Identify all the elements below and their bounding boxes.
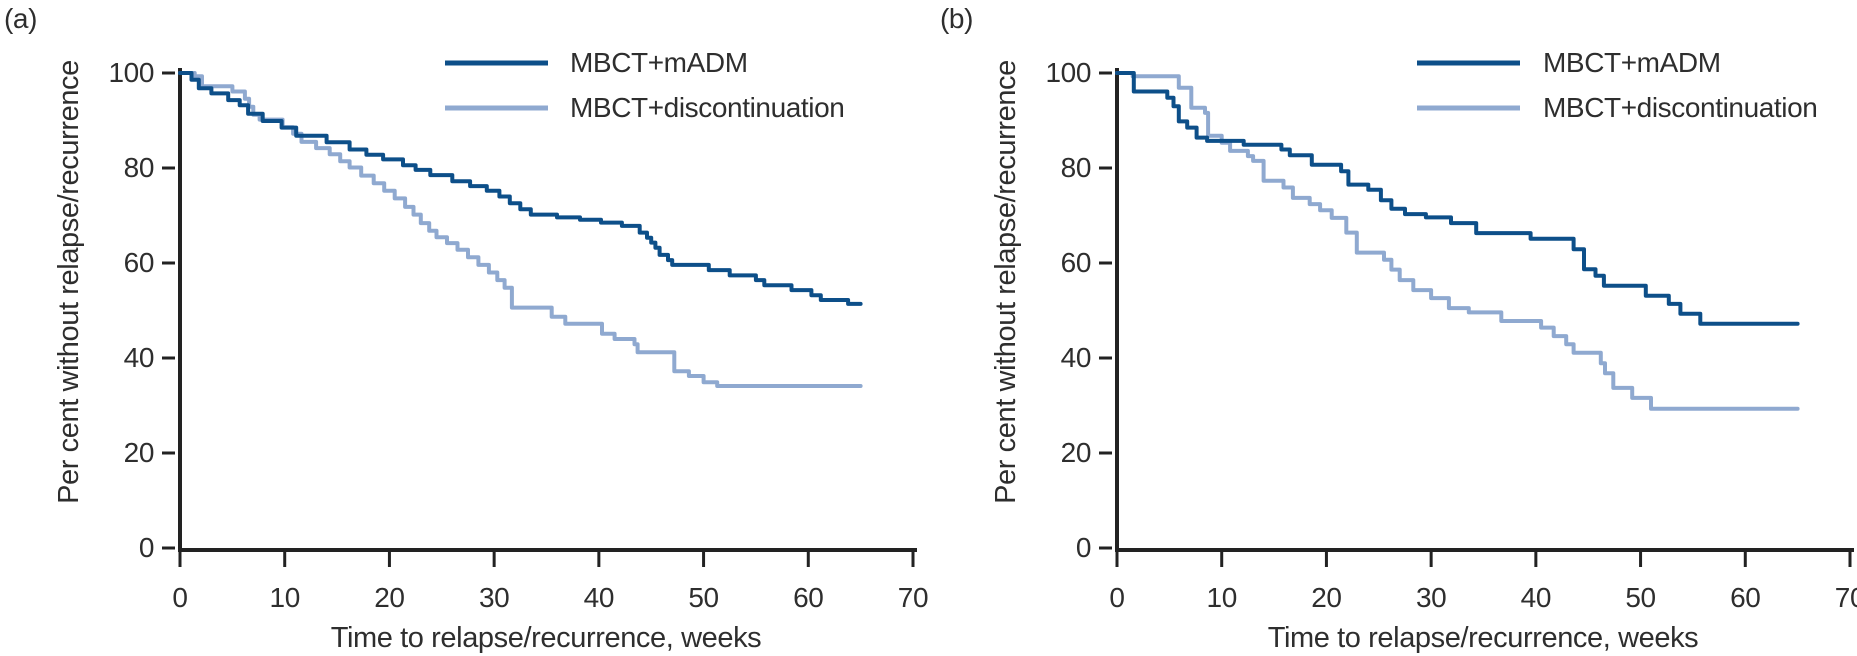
x-tick-label: 70 bbox=[897, 582, 929, 613]
x-tick-label: 10 bbox=[269, 582, 301, 613]
y-tick-label: 60 bbox=[1060, 247, 1092, 278]
x-tick-label: 40 bbox=[583, 582, 615, 613]
y-tick-label: 100 bbox=[1045, 57, 1091, 88]
x-tick-label: 50 bbox=[688, 582, 719, 613]
x-tick-label: 20 bbox=[374, 582, 405, 613]
panel-a-x-axis-title: Time to relapse/recurrence, weeks bbox=[330, 622, 762, 654]
x-tick-label: 70 bbox=[1834, 582, 1857, 613]
x-tick-label: 60 bbox=[1730, 582, 1761, 613]
x-tick-label: 30 bbox=[478, 582, 510, 613]
x-tick-label: 50 bbox=[1625, 582, 1656, 613]
panel-a-km-curve-madm bbox=[178, 71, 863, 306]
y-tick-label: 80 bbox=[1060, 152, 1092, 183]
y-tick-label: 20 bbox=[1060, 437, 1092, 468]
y-tick-label: 0 bbox=[1075, 532, 1092, 563]
panel-a-label: (a) bbox=[4, 3, 38, 34]
x-tick-label: 20 bbox=[1311, 582, 1342, 613]
x-tick-label: 40 bbox=[1520, 582, 1552, 613]
panel-a-legend-label-discontinuation: MBCT+discontinuation bbox=[570, 92, 845, 123]
panel-b-x-axis-title: Time to relapse/recurrence, weeks bbox=[1267, 622, 1699, 654]
panel-b-km-curve-madm bbox=[1115, 71, 1800, 326]
x-tick-label: 10 bbox=[1206, 582, 1238, 613]
y-tick-label: 60 bbox=[123, 247, 155, 278]
panel-b-legend-label-madm: MBCT+mADM bbox=[1543, 47, 1721, 78]
y-tick-label: 20 bbox=[123, 437, 155, 468]
x-tick-label: 0 bbox=[1109, 582, 1125, 613]
y-tick-label: 40 bbox=[1060, 342, 1092, 373]
y-tick-label: 40 bbox=[123, 342, 155, 373]
panel-a-km-curve-discontinuation bbox=[178, 71, 863, 388]
x-tick-label: 0 bbox=[172, 582, 188, 613]
panel-b-legend-label-discontinuation: MBCT+discontinuation bbox=[1543, 92, 1818, 123]
x-tick-label: 60 bbox=[793, 582, 824, 613]
panel-b-label: (b) bbox=[940, 3, 974, 34]
y-tick-label: 0 bbox=[138, 532, 155, 563]
x-tick-label: 30 bbox=[1415, 582, 1447, 613]
y-tick-label: 80 bbox=[123, 152, 155, 183]
y-tick-label: 100 bbox=[108, 57, 154, 88]
panel-a-legend-label-madm: MBCT+mADM bbox=[570, 47, 748, 78]
